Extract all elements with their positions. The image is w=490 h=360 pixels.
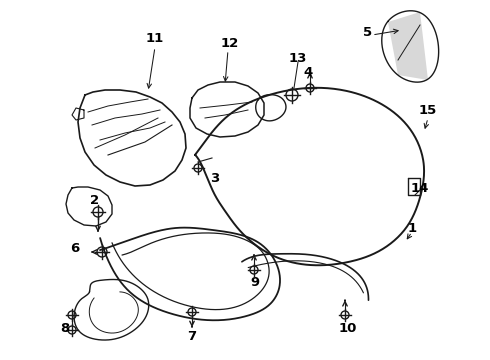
Text: 4: 4	[303, 66, 313, 78]
Text: 1: 1	[408, 221, 416, 234]
Text: 9: 9	[250, 275, 260, 288]
Text: 5: 5	[364, 26, 372, 39]
Text: 15: 15	[419, 104, 437, 117]
Text: 8: 8	[60, 321, 70, 334]
Polygon shape	[388, 12, 428, 80]
Text: 11: 11	[146, 32, 164, 45]
Text: 14: 14	[411, 181, 429, 194]
Text: 2: 2	[91, 194, 99, 207]
Text: 10: 10	[339, 321, 357, 334]
Text: 3: 3	[210, 171, 220, 185]
Text: 12: 12	[221, 36, 239, 50]
Text: 7: 7	[188, 329, 196, 342]
Text: 13: 13	[289, 51, 307, 64]
Text: 6: 6	[71, 242, 80, 255]
